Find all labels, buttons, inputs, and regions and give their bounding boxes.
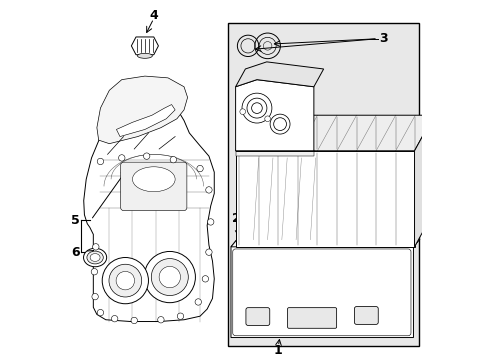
Circle shape	[170, 157, 176, 163]
Circle shape	[143, 153, 150, 159]
FancyBboxPatch shape	[287, 308, 336, 328]
Circle shape	[97, 310, 103, 316]
Ellipse shape	[137, 53, 152, 58]
Text: 5: 5	[71, 213, 80, 227]
Polygon shape	[235, 62, 323, 87]
Bar	[228, 23, 418, 346]
FancyBboxPatch shape	[245, 308, 269, 325]
Polygon shape	[83, 83, 214, 321]
Circle shape	[205, 187, 212, 193]
Circle shape	[91, 269, 98, 275]
Text: 6: 6	[71, 246, 80, 259]
Circle shape	[158, 316, 164, 323]
Bar	[235, 150, 313, 156]
Circle shape	[144, 251, 195, 303]
Polygon shape	[230, 239, 419, 247]
Circle shape	[92, 293, 98, 300]
Ellipse shape	[132, 167, 175, 192]
Polygon shape	[235, 115, 433, 151]
Circle shape	[127, 169, 137, 179]
Circle shape	[240, 109, 245, 114]
Circle shape	[159, 266, 180, 288]
Circle shape	[111, 315, 118, 322]
FancyBboxPatch shape	[121, 162, 186, 211]
Circle shape	[92, 244, 99, 250]
Circle shape	[116, 271, 134, 290]
Polygon shape	[230, 239, 419, 338]
Ellipse shape	[83, 248, 106, 267]
Circle shape	[197, 165, 203, 172]
Ellipse shape	[90, 253, 100, 261]
Text: 4: 4	[149, 9, 158, 22]
Polygon shape	[116, 104, 175, 136]
Circle shape	[195, 299, 201, 305]
Circle shape	[205, 249, 212, 255]
Circle shape	[109, 264, 142, 297]
Circle shape	[151, 258, 188, 296]
Polygon shape	[414, 115, 433, 247]
Ellipse shape	[87, 251, 103, 264]
Polygon shape	[235, 151, 414, 247]
Polygon shape	[97, 76, 187, 144]
Circle shape	[118, 155, 125, 161]
Circle shape	[102, 257, 148, 304]
Circle shape	[202, 276, 208, 282]
Text: 1: 1	[273, 344, 282, 357]
Circle shape	[177, 313, 183, 319]
Circle shape	[151, 167, 160, 177]
Polygon shape	[131, 37, 158, 55]
Text: 3: 3	[379, 32, 387, 45]
Circle shape	[131, 317, 137, 324]
Circle shape	[264, 116, 270, 122]
Polygon shape	[235, 80, 313, 151]
Circle shape	[97, 158, 103, 165]
FancyBboxPatch shape	[354, 307, 378, 324]
Circle shape	[207, 219, 213, 225]
Circle shape	[176, 171, 185, 180]
Text: 2: 2	[231, 212, 240, 225]
